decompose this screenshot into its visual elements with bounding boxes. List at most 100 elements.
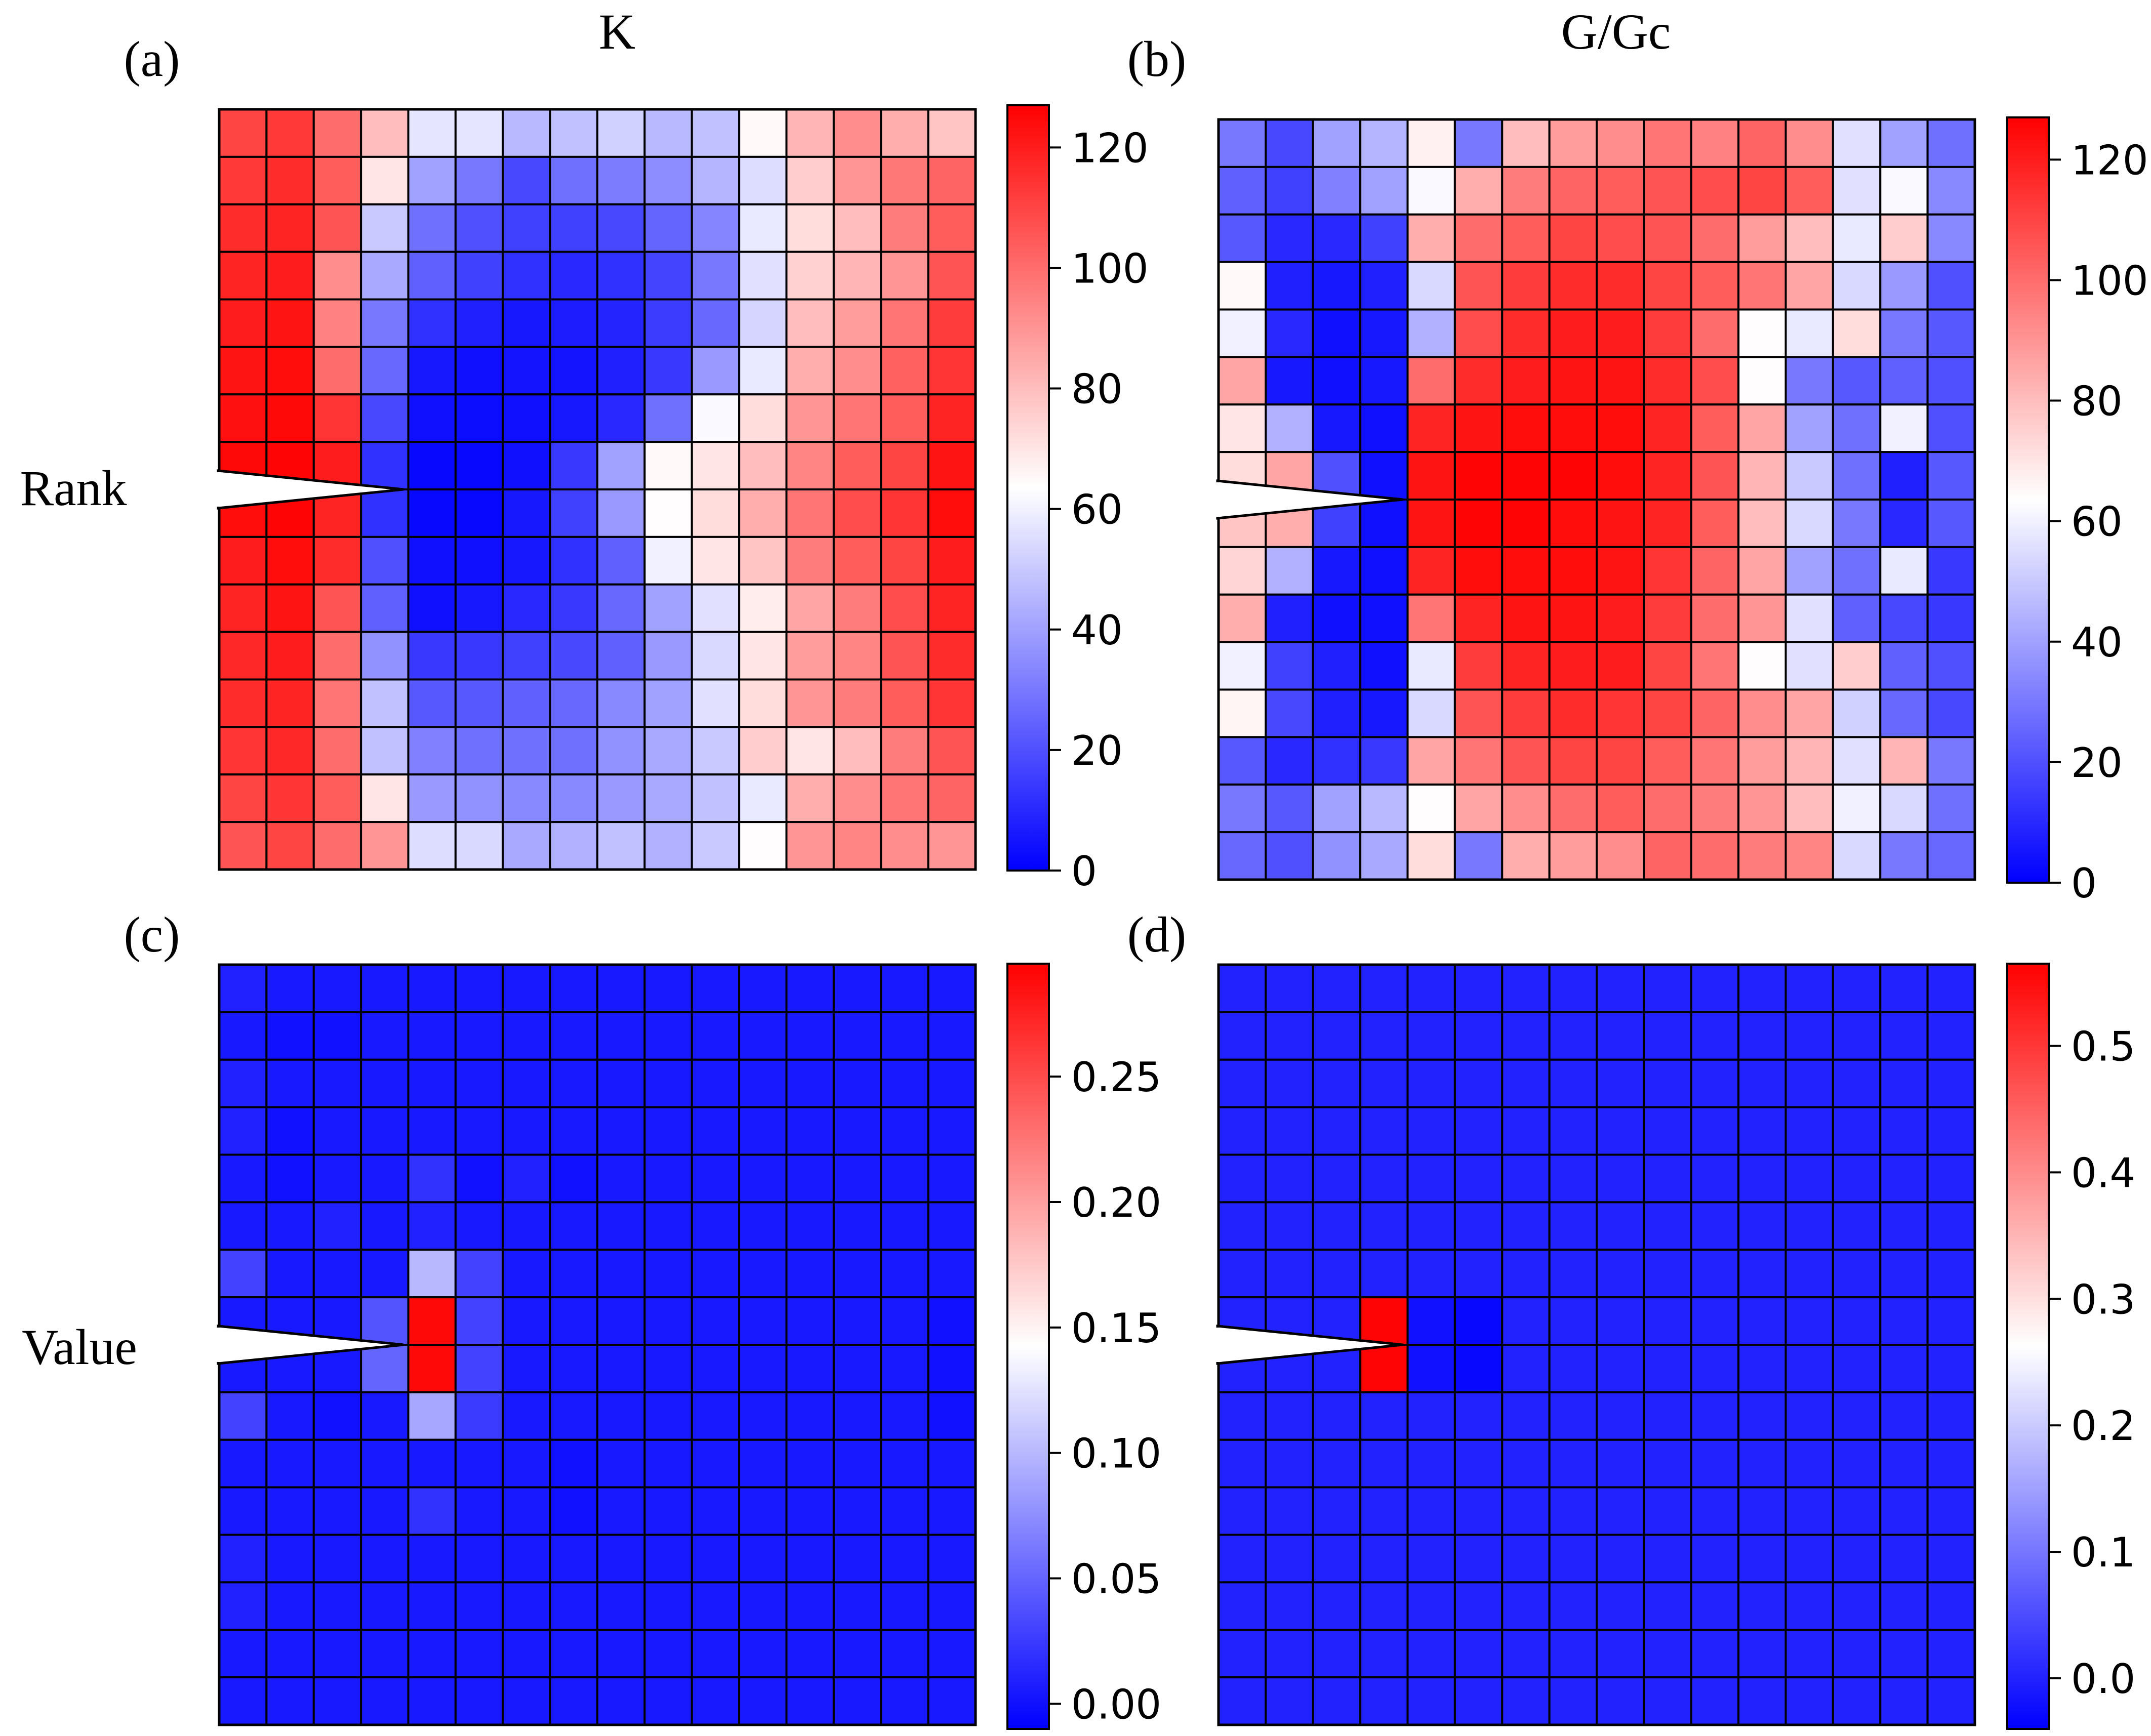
heatmap-cell xyxy=(643,583,693,633)
heatmap-cell xyxy=(738,821,788,871)
heatmap-cell xyxy=(1548,166,1598,216)
heatmap-cell xyxy=(1312,261,1362,311)
heatmap-cell xyxy=(1312,1391,1362,1441)
heatmap-cell xyxy=(691,726,741,776)
heatmap-cell xyxy=(360,1201,410,1251)
heatmap-cell xyxy=(265,1106,315,1156)
heatmap-cell xyxy=(1548,1153,1598,1204)
heatmap-cell xyxy=(927,441,977,491)
heatmap-cell xyxy=(454,1011,504,1061)
heatmap-cell xyxy=(785,1296,835,1346)
heatmap-cell xyxy=(1596,118,1645,168)
heatmap-cell xyxy=(1643,118,1692,168)
heatmap-cell xyxy=(1737,1153,1787,1204)
heatmap-cell xyxy=(1453,1676,1504,1726)
heatmap-cell xyxy=(502,1344,551,1393)
heatmap-cell xyxy=(360,1391,410,1441)
heatmap-cell xyxy=(218,1011,268,1061)
heatmap-cell xyxy=(1596,1391,1645,1441)
heatmap-cell xyxy=(596,535,646,586)
heatmap-cell xyxy=(1643,593,1692,643)
heatmap-cell xyxy=(1926,118,1976,168)
heatmap-cell xyxy=(218,726,268,776)
heatmap-cell xyxy=(549,773,599,823)
heatmap-cell xyxy=(691,488,741,538)
heatmap-cell xyxy=(1217,1581,1267,1631)
heatmap-cell xyxy=(1879,118,1929,168)
heatmap-cell xyxy=(1784,1581,1834,1631)
heatmap-cell xyxy=(1217,736,1267,786)
heatmap-cell xyxy=(265,726,315,776)
heatmap-cell xyxy=(1217,1391,1267,1441)
colorbar xyxy=(2006,963,2050,1730)
heatmap-cell xyxy=(1926,166,1976,216)
heatmap-cell xyxy=(1501,736,1551,786)
heatmap-cell xyxy=(1926,1391,1976,1441)
panel-a: (a) 0 20 40 60 80 100 120 xyxy=(124,31,1149,895)
heatmap-cell xyxy=(880,393,929,443)
heatmap-cell xyxy=(738,203,788,253)
heatmap-cell xyxy=(265,203,315,253)
heatmap-cell xyxy=(1359,783,1409,834)
heatmap-cell xyxy=(1737,403,1787,453)
heatmap-cell xyxy=(1879,1676,1929,1726)
heatmap-cell xyxy=(1596,831,1645,881)
heatmap-cell xyxy=(1784,1676,1834,1726)
heatmap-cell xyxy=(785,1581,835,1631)
heatmap-cell xyxy=(1643,1581,1692,1631)
heatmap-cell xyxy=(1453,688,1504,738)
heatmap-cell xyxy=(1596,1486,1645,1536)
heatmap-cell xyxy=(880,535,929,586)
heatmap-cell xyxy=(1596,783,1645,834)
heatmap-cell xyxy=(1265,356,1314,406)
heatmap-cell xyxy=(1501,451,1551,501)
heatmap-cell xyxy=(691,1201,741,1251)
heatmap-cell xyxy=(785,203,835,253)
heatmap-cell xyxy=(1453,831,1504,881)
heatmap-cell xyxy=(1690,831,1740,881)
heatmap-cell xyxy=(1596,1344,1645,1393)
heatmap-cell xyxy=(360,203,410,253)
heatmap-cell xyxy=(502,1534,551,1584)
heatmap-cell xyxy=(1690,736,1740,786)
heatmap-cell xyxy=(1690,1106,1740,1156)
heatmap-cell xyxy=(1596,499,1645,548)
heatmap-cell xyxy=(1265,1058,1314,1108)
heatmap-cell xyxy=(1312,1534,1362,1584)
heatmap-cell xyxy=(502,1438,551,1489)
heatmap-cell xyxy=(360,155,410,205)
heatmap-cell xyxy=(1784,641,1834,691)
heatmap-cell xyxy=(1690,1676,1740,1726)
heatmap-cell xyxy=(880,678,929,728)
heatmap-cell xyxy=(832,251,882,301)
heatmap-cell xyxy=(1548,1058,1598,1108)
heatmap-cell xyxy=(502,535,551,586)
heatmap-cell xyxy=(454,1153,504,1204)
heatmap-cell xyxy=(1784,1153,1834,1204)
heatmap-cell xyxy=(549,631,599,681)
heatmap-cell xyxy=(1406,213,1456,263)
heatmap-cell xyxy=(1596,1296,1645,1346)
heatmap-cell xyxy=(691,1438,741,1489)
heatmap-cell xyxy=(218,1486,268,1536)
heatmap-cell xyxy=(265,1058,315,1108)
colorbar-tick-label: 20 xyxy=(2071,739,2123,787)
heatmap-cell xyxy=(1737,213,1787,263)
heatmap-cell xyxy=(312,108,362,158)
heatmap-cell xyxy=(785,393,835,443)
heatmap-cell xyxy=(1501,213,1551,263)
heatmap-cell xyxy=(738,1106,788,1156)
colorbar xyxy=(1006,104,1050,872)
heatmap-cell xyxy=(927,393,977,443)
heatmap-cell xyxy=(1453,546,1504,596)
heatmap-cell xyxy=(454,1581,504,1631)
heatmap-cell xyxy=(1312,1153,1362,1204)
heatmap-cell xyxy=(1453,783,1504,834)
heatmap-cell xyxy=(1453,1344,1504,1393)
heatmap-cell xyxy=(832,1629,882,1679)
heatmap-cell xyxy=(407,1486,457,1536)
heatmap-cell xyxy=(1596,1581,1645,1631)
heatmap-cell xyxy=(1737,641,1787,691)
heatmap-cell xyxy=(1832,546,1882,596)
heatmap-cell xyxy=(832,773,882,823)
